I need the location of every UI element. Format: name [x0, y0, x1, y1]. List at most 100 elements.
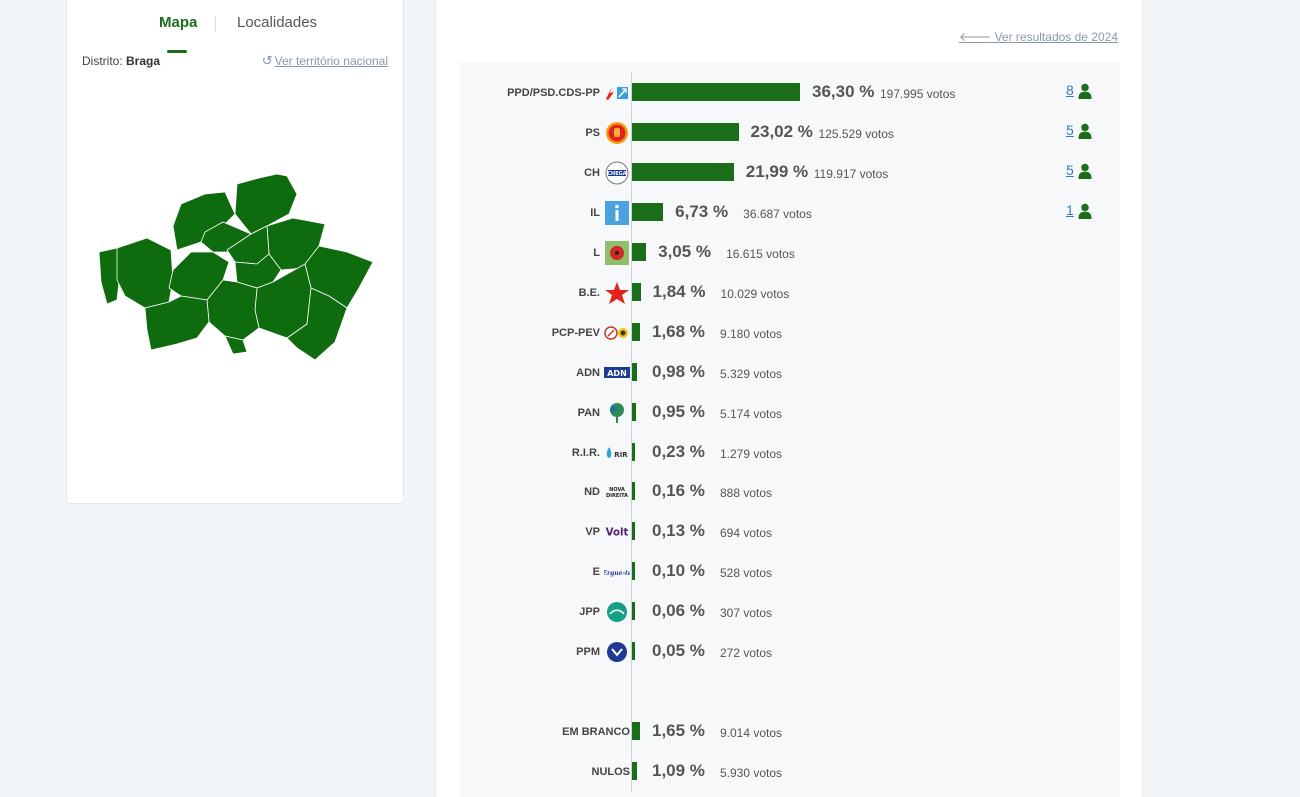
- party-name: L: [593, 247, 600, 259]
- tab-localidades[interactable]: Localidades: [237, 14, 318, 31]
- result-row: B.E. 1,84 % 10.029 votos: [460, 281, 1120, 305]
- percent-label: 1,65 %: [652, 721, 705, 740]
- tab-mapa[interactable]: Mapa: [159, 14, 198, 31]
- party-name: E: [592, 566, 600, 578]
- result-bar: [632, 443, 635, 461]
- percent-label: 1,09 %: [652, 761, 705, 780]
- result-row: ADN ADN 0,98 % 5.329 votos: [460, 361, 1120, 385]
- ppm-logo: [604, 640, 630, 664]
- result-bar: [632, 323, 640, 341]
- result-bar: [632, 722, 640, 740]
- votes-label: 694 votos: [720, 526, 773, 540]
- seats-count-link[interactable]: 1: [1066, 202, 1074, 218]
- map-municipality: [234, 173, 298, 235]
- person-icon: [1078, 123, 1092, 139]
- percent-label: 0,05 %: [652, 641, 705, 660]
- result-row: PS 23,02 % 125.529 votos 5: [460, 121, 1120, 145]
- votes-label: 272 votos: [720, 646, 773, 660]
- result-row: R.I.R. RIR 0,23 % 1.279 votos: [460, 441, 1120, 465]
- result-row: PCP-PEV 1,68 % 9.180 votos: [460, 321, 1120, 345]
- livre-poppy-logo: [604, 241, 630, 265]
- party-name: NULOS: [591, 766, 631, 778]
- nova-direita-logo: NOVA DIREITA: [604, 480, 630, 504]
- result-bar: [632, 482, 635, 500]
- district-label: Distrito: Braga: [82, 54, 160, 68]
- party-name: B.E.: [578, 287, 600, 299]
- votes-label: 125.529 votos: [818, 127, 894, 141]
- ver-territorio-nacional-link[interactable]: ↺ Ver território nacional: [262, 53, 388, 69]
- votes-label: 16.615 votos: [726, 247, 795, 261]
- result-bar: [632, 83, 800, 101]
- percent-label: 36,30 %: [812, 82, 875, 101]
- district-value: Braga: [126, 54, 161, 68]
- percent-label: 0,06 %: [652, 601, 705, 620]
- party-name: PPM: [576, 646, 600, 658]
- result-bar: [632, 203, 664, 221]
- party-name: PS: [585, 127, 600, 139]
- pan-tree-logo: [604, 401, 630, 425]
- result-row: CH CHEGA 21,99 % 119.917 votos 5: [460, 161, 1120, 185]
- ergue-te-logo: Ergue-te: [604, 560, 630, 584]
- tab-divider: [215, 16, 216, 32]
- seats-count-link[interactable]: 5: [1066, 162, 1074, 178]
- map-card: Mapa Localidades Distrito: Braga ↺ Ver te…: [66, 0, 404, 504]
- percent-label: 0,16 %: [652, 481, 705, 500]
- result-row: ND NOVA DIREITA 0,16 % 888 votos: [460, 480, 1120, 504]
- result-bar: [632, 522, 635, 540]
- votes-label: 9.180 votos: [720, 327, 783, 341]
- svg-text:Volt: Volt: [606, 528, 629, 539]
- arrow-left-icon: 🡐: [959, 30, 992, 44]
- result-row: E Ergue-te 0,10 % 528 votos: [460, 560, 1120, 584]
- result-bar: [632, 403, 637, 421]
- il-logo: [604, 201, 630, 225]
- ver-resultados-2024-link[interactable]: 🡐 Ver resultados de 2024: [959, 29, 1118, 44]
- votes-label: 10.029 votos: [720, 287, 790, 301]
- rir-logo: RIR: [604, 441, 630, 465]
- view-tabs: Mapa Localidades: [67, 14, 403, 53]
- result-row: EM BRANCO 1,65 % 9.014 votos: [460, 720, 1120, 744]
- prev-results-label: Ver resultados de 2024: [994, 30, 1118, 44]
- result-bar: [632, 642, 635, 660]
- party-name: R.I.R.: [571, 447, 600, 459]
- result-bar: [632, 363, 637, 381]
- svg-text:CHEGA: CHEGA: [607, 171, 626, 177]
- person-icon: [1078, 163, 1092, 179]
- result-row: PAN 0,95 % 5.174 votos: [460, 401, 1120, 425]
- be-star-logo: [604, 281, 630, 305]
- percent-label: 0,98 %: [652, 362, 705, 381]
- result-row: L 3,05 % 16.615 votos: [460, 241, 1120, 265]
- map-municipality: [206, 279, 260, 341]
- svg-text:Ergue-te: Ergue-te: [604, 570, 630, 577]
- result-row: JPP 0,06 % 307 votos: [460, 600, 1120, 624]
- result-bar: [632, 123, 739, 141]
- results-chart: PPD/PSD.CDS-PP 36,30 % 197.995 votos 8 PS 23,…: [460, 62, 1120, 797]
- result-bar: [632, 283, 641, 301]
- active-tab-indicator: [167, 50, 187, 53]
- adn-logo: ADN: [604, 361, 630, 385]
- map-municipality: [286, 287, 348, 361]
- percent-label: 23,02 %: [750, 122, 813, 141]
- result-bar: [632, 243, 647, 261]
- votes-label: 197.995 votos: [880, 87, 956, 101]
- votes-label: 5.329 votos: [720, 367, 783, 381]
- result-bar: [632, 762, 638, 780]
- seats-count-link[interactable]: 5: [1066, 122, 1074, 138]
- seats-count-link[interactable]: 8: [1066, 82, 1074, 98]
- votes-label: 528 votos: [720, 566, 773, 580]
- votes-label: 888 votos: [720, 486, 773, 500]
- votes-label: 1.279 votos: [720, 447, 783, 461]
- votes-label: 119.917 votos: [813, 167, 889, 181]
- votes-label: 5.174 votos: [720, 407, 783, 421]
- result-row: PPD/PSD.CDS-PP 36,30 % 197.995 votos 8: [460, 81, 1120, 105]
- district-map[interactable]: [97, 170, 379, 364]
- percent-label: 21,99 %: [745, 162, 809, 181]
- jpp-logo: [604, 600, 630, 624]
- percent-label: 1,84 %: [652, 282, 706, 301]
- svg-text:ADN: ADN: [607, 369, 627, 378]
- results-card: 🡐 Ver resultados de 2024 PPD/PSD.CDS-PP 3…: [435, 0, 1143, 797]
- person-icon: [1078, 83, 1092, 99]
- party-name: EM BRANCO: [562, 726, 630, 738]
- party-name: VP: [585, 526, 600, 538]
- person-icon: [1078, 203, 1092, 219]
- percent-label: 1,68 %: [652, 322, 705, 341]
